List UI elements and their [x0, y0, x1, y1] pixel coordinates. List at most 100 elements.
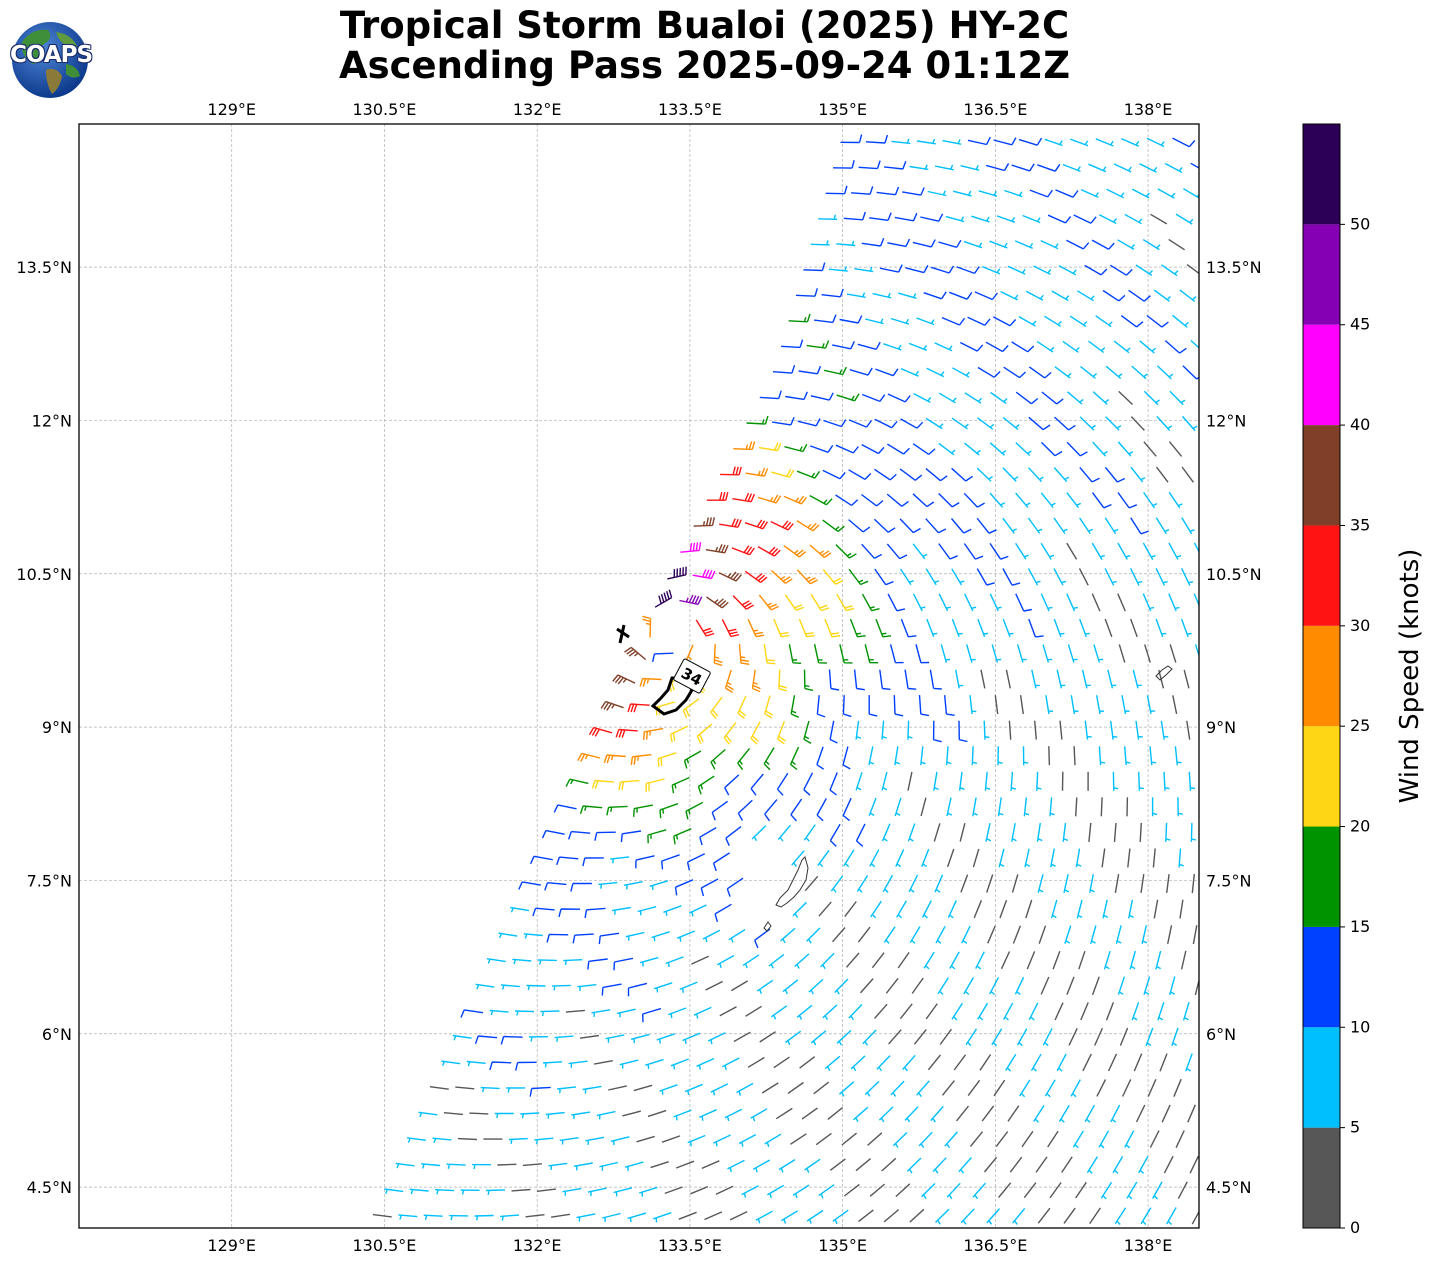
wind-barb: [810, 1030, 827, 1046]
wind-barb: [537, 959, 557, 965]
logo-text: COAPS: [10, 42, 93, 68]
wind-barb: [804, 875, 819, 892]
wind-barb: [973, 900, 983, 919]
wind-barb: [829, 772, 838, 796]
wind-barb: [650, 1161, 669, 1169]
wind-barb: [792, 1184, 810, 1199]
wind-barb: [770, 1005, 788, 1020]
wind-barb: [987, 925, 996, 944]
wind-barb: [572, 933, 594, 944]
wind-barb: [1143, 491, 1158, 509]
wind-barb: [1050, 899, 1058, 919]
wind-barb: [471, 1163, 492, 1170]
wind-barb: [967, 1079, 981, 1097]
wind-barb: [623, 881, 643, 890]
wind-barb: [879, 264, 903, 273]
wind-barb: [515, 1061, 537, 1071]
wind-barb: [599, 1161, 619, 1171]
wind-barb: [1092, 391, 1110, 405]
wind-barb: [667, 566, 687, 580]
map-frame: [78, 123, 1200, 1229]
wind-barb: [989, 593, 1002, 612]
wind-barb: [1110, 1104, 1121, 1123]
wind-barb: [565, 1009, 585, 1013]
wind-barb: [435, 1189, 455, 1195]
wind-barb: [1027, 568, 1041, 586]
wind-barb: [665, 956, 684, 968]
colorbar-tick-label: 45: [1350, 315, 1370, 334]
wind-barb: [460, 1009, 484, 1018]
wind-barb: [838, 1081, 855, 1097]
wind-barb: [940, 644, 951, 663]
wind-barb: [911, 977, 924, 994]
wind-barb: [1029, 189, 1053, 198]
wind-barb: [822, 519, 845, 532]
wind-barb: [848, 419, 873, 428]
wind-barb: [976, 467, 993, 482]
wind-barb: [1073, 746, 1076, 766]
wind-barb: [443, 1112, 463, 1116]
wind-barb: [1063, 1207, 1076, 1224]
wind-barb: [864, 1080, 880, 1097]
wind-barb: [849, 367, 873, 376]
wind-barb: [832, 340, 856, 350]
wind-barb: [900, 618, 917, 638]
wind-barb: [1180, 950, 1187, 970]
lon-tick-label-top: 135°E: [818, 100, 867, 119]
wind-barb: [606, 805, 628, 816]
wind-barb: [938, 493, 960, 508]
wind-barb: [993, 137, 1017, 146]
wind-barb: [895, 849, 905, 868]
wind-barb: [1037, 163, 1061, 172]
wind-barb: [715, 1185, 734, 1195]
wind-barb: [432, 1137, 452, 1144]
wind-barb: [758, 442, 782, 452]
wind-barb: [475, 983, 495, 990]
wind-barb: [1191, 874, 1195, 894]
wind-barb: [1166, 1207, 1177, 1226]
wind-barb: [1066, 239, 1090, 250]
wind-barb: [664, 1186, 683, 1195]
lat-ticks-left: 4.5°N 6°N 7.5°N 9°N 10.5°N 12°N 13.5°N: [16, 258, 72, 1197]
wind-barb: [836, 393, 860, 402]
wind-barb: [756, 979, 774, 994]
wind-barb: [1049, 797, 1055, 817]
wind-barb: [867, 1132, 883, 1146]
wind-barb: [848, 519, 871, 533]
wind-barb: [790, 798, 803, 822]
wind-barb: [1079, 466, 1100, 483]
wind-barb: [733, 1031, 751, 1043]
wind-barb: [697, 775, 715, 795]
wind-barb: [687, 1134, 706, 1147]
wind-barb: [764, 799, 778, 822]
wind-barb: [899, 1003, 913, 1020]
wind-barb: [1149, 1130, 1160, 1148]
wind-barb: [713, 1134, 731, 1147]
wind-barb: [848, 568, 869, 586]
wind-barb: [853, 669, 865, 691]
wind-barb: [613, 957, 634, 971]
wind-barb: [778, 669, 788, 692]
wind-barb: [1127, 848, 1131, 868]
lon-tick-label-bottom: 138°E: [1124, 1236, 1173, 1255]
wind-barb: [947, 900, 957, 919]
wind-barb: [659, 803, 679, 819]
wind-barb: [827, 1107, 844, 1120]
wind-barb: [1124, 213, 1143, 225]
wind-barb: [843, 211, 866, 221]
wind-barb: [983, 720, 990, 740]
wind-barb: [766, 1184, 785, 1199]
wind-barb: [1188, 771, 1196, 791]
wind-barb: [565, 778, 589, 787]
wind-barb: [818, 1184, 835, 1199]
wind-barb: [704, 1211, 723, 1221]
wind-barb: [976, 517, 997, 534]
wind-barb: [886, 543, 908, 560]
wind-barb: [900, 418, 924, 429]
wind-barb: [1053, 467, 1070, 483]
wind-barb: [795, 288, 818, 297]
wind-barb: [1037, 1207, 1051, 1224]
wind-barb: [1027, 517, 1043, 534]
lat-tick-label-left: 10.5°N: [16, 565, 72, 584]
wind-barb: [839, 315, 863, 324]
